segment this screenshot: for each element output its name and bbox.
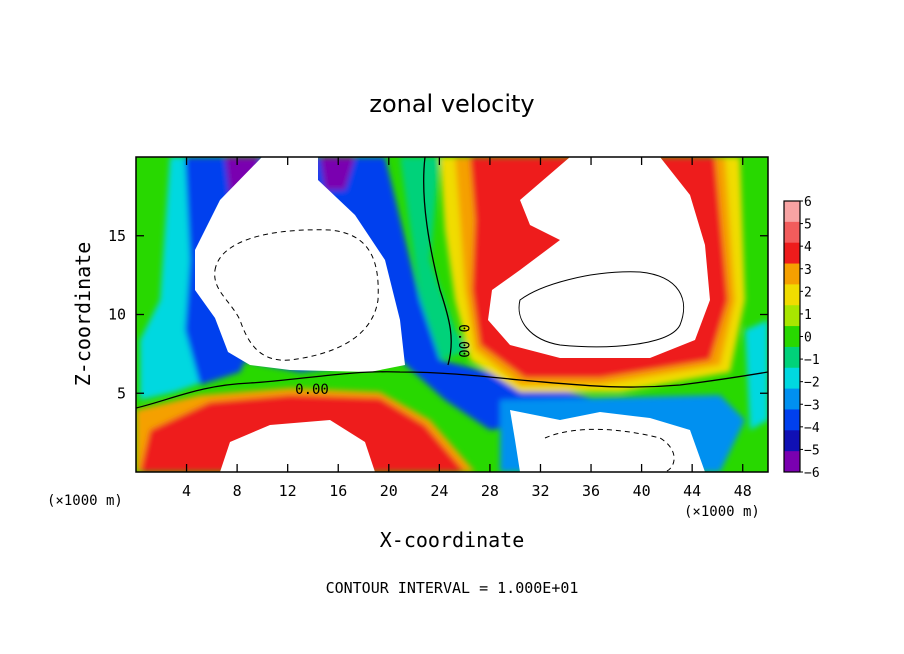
x-tick-label: 24 xyxy=(430,482,448,500)
colorbar-label: −2 xyxy=(804,376,820,391)
colorbar-label: −4 xyxy=(804,421,820,436)
contour-interval-footer: CONTOUR INTERVAL = 1.000E+01 xyxy=(326,579,579,597)
field-region-white-bottom-right xyxy=(510,410,705,472)
y-axis-label: Z-coordinate xyxy=(71,242,95,387)
contour-zero-lower xyxy=(136,371,768,409)
colorbar-swatch xyxy=(784,388,800,410)
x-tick-label: 4 xyxy=(182,482,191,500)
y-axis: 5 10 15 xyxy=(108,227,768,402)
colorbar-label: 1 xyxy=(804,308,812,323)
colorbar-label: 6 xyxy=(804,195,812,210)
x-tick-label: 28 xyxy=(481,482,499,500)
x-tick-label: 20 xyxy=(380,482,398,500)
colorbar-swatch xyxy=(784,430,800,452)
x-tick-label: 12 xyxy=(279,482,297,500)
colorbar-label: −3 xyxy=(804,398,820,413)
colorbar-swatch xyxy=(784,346,800,369)
colorbar-swatch xyxy=(784,284,800,306)
colorbar-swatch xyxy=(784,367,800,390)
colorbar: 6 5 4 3 2 1 0 −1 −2 −3 −4 −5 −6 xyxy=(783,195,820,481)
x-tick-label: 8 xyxy=(233,482,242,500)
colorbar-swatch xyxy=(784,221,800,244)
x-tick-label: 16 xyxy=(329,482,347,500)
field-region-white-right xyxy=(488,157,710,358)
y-tick-label: 10 xyxy=(108,306,126,324)
contour-negative-dashed xyxy=(214,229,379,361)
colorbar-label: 3 xyxy=(804,263,812,278)
x-tick-label: 40 xyxy=(633,482,651,500)
x-axis: 4 8 12 16 20 24 28 32 36 40 44 48 xyxy=(182,157,752,500)
field-region-white-bottom-left xyxy=(220,420,375,472)
y-tick-label: 15 xyxy=(108,227,126,245)
colorbar-swatch xyxy=(784,305,800,327)
x-tick-label: 44 xyxy=(683,482,701,500)
x-tick-label: 36 xyxy=(582,482,600,500)
colorbar-label: −1 xyxy=(804,353,820,368)
contour-positive-inner xyxy=(518,271,685,348)
x-unit-right: (×1000 m) xyxy=(684,504,760,520)
velocity-field xyxy=(136,157,768,472)
field-region-white-left xyxy=(195,157,405,372)
colorbar-label: 4 xyxy=(804,240,812,255)
contour-label-2: 0.00 xyxy=(455,324,471,358)
colorbar-swatch xyxy=(784,201,800,223)
contour-zero-vertical xyxy=(423,157,452,366)
colorbar-label: 2 xyxy=(804,285,812,300)
colorbar-swatch xyxy=(784,409,800,431)
colorbar-label: −6 xyxy=(804,466,820,481)
x-tick-label: 32 xyxy=(531,482,549,500)
chart-title: zonal velocity xyxy=(369,90,534,118)
colorbar-swatch xyxy=(784,451,800,473)
field-region-right-cyan xyxy=(745,320,768,430)
contour-label-1: 0.00 xyxy=(295,382,329,398)
field-region-purple-2 xyxy=(320,157,355,190)
colorbar-swatch xyxy=(784,242,800,265)
x-unit-left: (×1000 m) xyxy=(47,493,123,509)
x-tick-label: 48 xyxy=(734,482,752,500)
x-axis-label: X-coordinate xyxy=(380,528,525,552)
field-region-cyan-mid xyxy=(400,157,470,360)
colorbar-swatch xyxy=(784,263,800,285)
contour-negative-bottom-right xyxy=(544,428,675,472)
y-tick-label: 5 xyxy=(117,384,126,402)
colorbar-swatch xyxy=(784,326,800,348)
colorbar-label: 0 xyxy=(804,331,812,346)
colorbar-label: 5 xyxy=(804,218,812,233)
colorbar-label: −5 xyxy=(804,443,820,458)
